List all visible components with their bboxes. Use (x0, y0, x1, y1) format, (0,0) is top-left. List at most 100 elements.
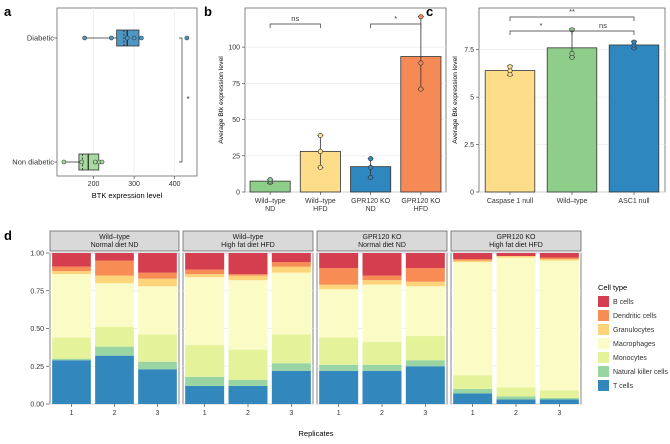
panel-d-legend-swatch (598, 310, 609, 321)
panel-c-significance-label: ** (569, 7, 575, 16)
panel-d-bar-segment (496, 396, 536, 400)
panel-d-legend-label: Dendritic cells (613, 313, 657, 320)
panel-d-bar-segment (271, 272, 311, 335)
panel-b-point (368, 175, 374, 181)
panel-d-bar-segment (228, 280, 268, 350)
panel-d-legend-label: B cells (613, 299, 634, 306)
panel-d-legend-swatch (598, 380, 609, 391)
panel-d-legend-title: Cell type (598, 283, 627, 292)
panel-d-legend-label: Macrophages (613, 341, 656, 348)
panel-b-point (267, 177, 273, 183)
panel-a-point (99, 159, 105, 165)
panel-b-point (418, 14, 424, 20)
panel-c-category-label: Caspase 1 null (487, 198, 534, 205)
panel-d-bar-segment (496, 253, 536, 257)
panel-d-bar-segment (228, 385, 268, 404)
panel-d-bar-segment (362, 364, 402, 371)
panel-c-category-label: Wild–type (557, 198, 588, 205)
panel-d-legend-swatch (598, 296, 609, 307)
panel-d-bar-segment (271, 334, 311, 364)
panel-d-bar-segment (52, 360, 91, 404)
panel-d-bar-segment (539, 257, 579, 260)
panel-d-ytick-label: 0.00 (30, 402, 44, 409)
panel-c-category-label: ASC1 null (618, 198, 650, 205)
panel-d-bar-segment (539, 397, 579, 400)
panel-d-bar-segment (271, 262, 311, 267)
panel-d-xtick-label: 3 (156, 410, 160, 417)
panel-c-point (631, 39, 637, 45)
panel-d-bar-segment (362, 253, 402, 276)
panel-b-category-label: GPR120 KO (351, 198, 390, 205)
panel-d-facet-label: High fat diet HFD (489, 242, 543, 249)
panel-d-bar-segment (228, 379, 268, 386)
panel-d-bar-segment (453, 253, 493, 260)
panel-d-bar-segment (95, 283, 134, 327)
panel-d-xtick-label: 2 (380, 410, 384, 417)
panel-d-bar-segment (496, 387, 536, 397)
panel-a-xtick-label: 200 (88, 181, 100, 188)
panel-d-bar-segment (319, 268, 359, 285)
panel-b-point (368, 164, 374, 170)
panel-b-point (317, 148, 323, 154)
panel-d-bar-segment (405, 268, 445, 282)
panel-c-ytick-label: 7.5 (464, 47, 474, 54)
panel-d-bar-segment (362, 284, 402, 343)
panel-d-bar-segment (362, 342, 402, 365)
panel-d-bar-segment (138, 253, 177, 273)
panel-a-point (61, 159, 67, 165)
panel-d-bar-segment (95, 355, 134, 404)
panel-d-xtick-label: 1 (70, 410, 74, 417)
panel-c: 0 2.5 5 7.5 Caspase 1 null Wild–type ASC1 null… (452, 7, 666, 205)
panel-b-significance-bracket (370, 23, 422, 28)
panel-d-bar-segment (405, 281, 445, 287)
panel-c-significance-label: ns (599, 21, 607, 30)
panel-d-bar-segment (319, 284, 359, 290)
panel-c-bar (546, 47, 598, 193)
panel-a-point (109, 35, 114, 41)
panel-a-point (79, 159, 85, 165)
panel-d-bar-segment (138, 278, 177, 287)
panel-b-letter: b (204, 4, 212, 19)
panel-d-bar-segment (271, 363, 311, 371)
panel-b-point (317, 132, 323, 138)
panel-d-xtick-label: 1 (337, 410, 341, 417)
panel-b-point (418, 86, 424, 92)
panel-c-ytick-label: 0 (470, 190, 474, 197)
panel-d-bar-segment (539, 399, 579, 404)
panel-d-bar-segment (52, 274, 91, 338)
panel-c-letter: c (426, 4, 433, 19)
panel-a-point (82, 35, 87, 41)
panel-d-bar-segment (405, 286, 445, 337)
panel-b-point (368, 156, 374, 162)
panel-d-ytick-label: 1.00 (30, 251, 44, 258)
panel-a-category-label: Diabetic (27, 34, 54, 43)
panel-d-bar-segment (405, 336, 445, 361)
panel-d-bar-segment (271, 370, 311, 404)
panel-d-bar-segment (185, 345, 225, 377)
panel-c-point (507, 64, 513, 70)
panel-d-facet-label: High fat diet HFD (221, 242, 275, 249)
panel-d-bar-segment (453, 259, 493, 261)
panel-b: 0255075100Wild–typeNDWild–typeHFDGPR120 … (218, 7, 447, 213)
panel-d-legend-label: Granulocytes (613, 327, 655, 334)
panel-d-xlabel: Replicates (298, 429, 333, 438)
panel-d-letter: d (4, 228, 12, 243)
panel-d-bar-segment (362, 275, 402, 281)
panel-d-bar-segment (52, 253, 91, 267)
panel-d-bar-segment (319, 337, 359, 365)
panel-d-xtick-label: 1 (203, 410, 207, 417)
panel-b-category-label: ND (265, 206, 275, 213)
panel-d-bar-segment (52, 271, 91, 275)
panel-b-ytick-label: 75 (232, 81, 240, 88)
panel-d-facet-label: Normal diet ND (358, 242, 406, 249)
panel-d-bar-segment (496, 399, 536, 404)
panel-d-xtick-label: 3 (557, 410, 561, 417)
panel-d-xtick-label: 3 (423, 410, 427, 417)
panel-d-bar-segment (138, 286, 177, 335)
panel-d-xtick-label: 2 (113, 410, 117, 417)
panel-c-ytick-label: 5 (470, 95, 474, 102)
panel-d-bar-segment (228, 274, 268, 276)
panel-d-bar-segment (362, 370, 402, 404)
panel-d-facet-strip (316, 230, 448, 252)
